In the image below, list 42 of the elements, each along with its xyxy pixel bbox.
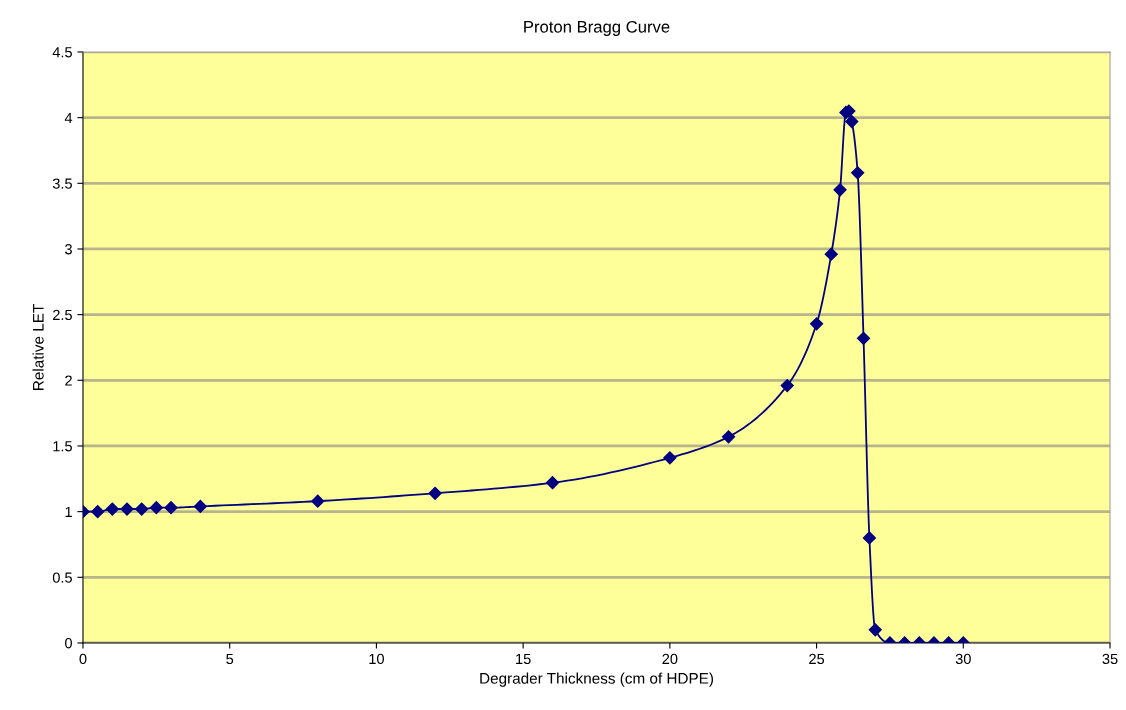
y-tick-label: 1 bbox=[65, 506, 72, 517]
point bbox=[149, 501, 163, 515]
point bbox=[91, 505, 105, 519]
x-tick-label: 25 bbox=[809, 653, 825, 665]
point bbox=[833, 183, 847, 197]
x-axis-title: Degrader Thickness (cm of HDPE) bbox=[480, 672, 714, 687]
x-tick-label: 30 bbox=[955, 653, 971, 665]
point bbox=[105, 502, 119, 516]
point bbox=[663, 451, 677, 465]
point bbox=[545, 476, 560, 490]
point bbox=[193, 499, 207, 513]
point bbox=[856, 331, 871, 345]
point bbox=[824, 247, 838, 261]
point bbox=[428, 486, 442, 500]
y-tick-label: 2.5 bbox=[53, 309, 72, 321]
y-tick-label: 4.5 bbox=[52, 47, 72, 58]
point bbox=[135, 502, 149, 516]
x-tick-label: 35 bbox=[1102, 653, 1118, 665]
point bbox=[120, 502, 134, 516]
point bbox=[809, 317, 824, 331]
point bbox=[845, 114, 859, 129]
y-tick-label: 4 bbox=[64, 112, 73, 123]
point bbox=[780, 378, 794, 393]
point bbox=[851, 166, 865, 180]
point bbox=[311, 494, 325, 508]
point bbox=[868, 623, 882, 637]
x-tick-label: 10 bbox=[369, 653, 384, 665]
y-tick-label: 1.5 bbox=[53, 441, 72, 452]
point bbox=[164, 501, 178, 515]
point bbox=[721, 430, 736, 444]
y-tick-label: 0.5 bbox=[52, 572, 72, 583]
x-tick-label: 0 bbox=[79, 653, 87, 665]
y-axis-title: Relative LET bbox=[32, 304, 44, 390]
y-tick-label: 3 bbox=[65, 244, 72, 255]
chart-title: Proton Bragg Curve bbox=[524, 20, 670, 36]
y-tick-label: 2 bbox=[65, 375, 72, 386]
y-tick-label: 3.5 bbox=[52, 178, 72, 189]
point bbox=[862, 531, 876, 545]
x-tick-label: 15 bbox=[516, 653, 531, 665]
x-tick-label: 5 bbox=[226, 653, 234, 665]
x-tick-label: 20 bbox=[662, 653, 678, 665]
y-tick-label: 0 bbox=[65, 638, 72, 649]
